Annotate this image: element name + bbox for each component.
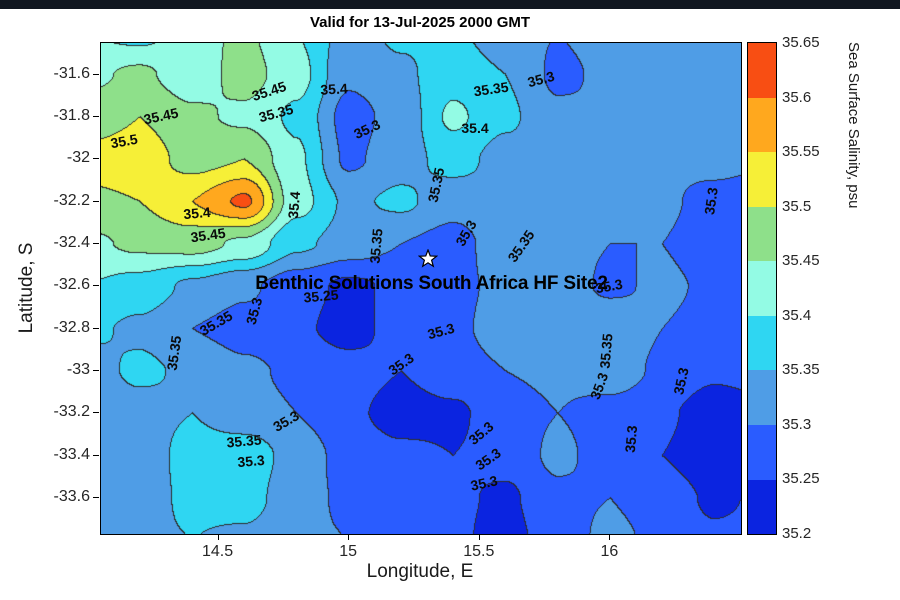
contour-value-label: 35.3 (236, 451, 266, 471)
axis-tick-mark (93, 285, 99, 287)
site-label: Benthic Solutions South Africa HF Site2 (255, 272, 608, 294)
contour-value-label: 35.4 (319, 80, 349, 98)
colorbar-tick-label: 35.4 (782, 306, 812, 324)
y-tick-label: -31.8 (53, 107, 90, 125)
y-tick-label: -32.4 (53, 234, 90, 252)
colorbar-tick-label: 35.3 (782, 415, 812, 433)
axis-tick-mark (93, 158, 99, 160)
axis-tick-mark (93, 370, 99, 372)
x-axis-label: Longitude, E (366, 561, 474, 582)
axis-tick-mark (93, 200, 99, 202)
colorbar-label: Sea Surface Salinity, psu (845, 42, 862, 209)
y-tick-label: -33.2 (53, 403, 90, 421)
contour-value-label: 35.35 (225, 431, 263, 451)
colorbar-segment (748, 261, 776, 316)
site-star-marker (417, 248, 438, 268)
colorbar-segment (748, 43, 776, 98)
window-top-edge (0, 0, 900, 9)
y-tick-label: -32 (66, 149, 90, 167)
axis-tick-mark (93, 412, 99, 414)
x-tick-label: 15 (339, 543, 358, 560)
axis-tick-mark (93, 497, 99, 499)
colorbar-segment (748, 315, 776, 371)
x-tick-label: 14.5 (201, 543, 234, 560)
contour-value-label: 35.4 (182, 203, 212, 223)
colorbar (747, 42, 777, 535)
contour-value-label: 35.4 (461, 120, 489, 136)
colorbar-tick-label: 35.25 (782, 470, 820, 488)
y-tick-label: -32.2 (53, 191, 90, 209)
y-tick-label: -33.6 (53, 488, 90, 506)
contour-value-label: 35.4 (284, 190, 304, 220)
y-tick-label: -32.8 (53, 318, 90, 336)
chart-title: Valid for 13-Jul-2025 2000 GMT (309, 14, 531, 31)
contour-value-label: 35.35 (596, 332, 616, 370)
axis-tick-mark (93, 116, 99, 118)
y-tick-label: -31.6 (53, 64, 90, 82)
y-tick-label: -33 (66, 361, 90, 379)
colorbar-segment (748, 152, 776, 207)
axis-tick-mark (217, 534, 219, 540)
plot-area: Benthic Solutions South Africa HF Site2 … (100, 42, 742, 535)
colorbar-segment (748, 479, 776, 535)
contour-value-label: 35.3 (621, 424, 641, 454)
contour-value-label: 35.3 (701, 186, 721, 216)
axis-tick-mark (93, 327, 99, 329)
colorbar-tick-label: 35.45 (782, 252, 820, 270)
x-tick-label: 16 (600, 543, 619, 560)
axis-tick-mark (609, 534, 611, 540)
axis-tick-mark (93, 73, 99, 75)
colorbar-segment (748, 424, 776, 480)
colorbar-tick-label: 35.35 (782, 361, 820, 379)
axis-tick-mark (93, 454, 99, 456)
contour-canvas (101, 43, 741, 534)
colorbar-tick-label: 35.5 (782, 197, 812, 215)
colorbar-segment (748, 97, 776, 153)
colorbar-tick-label: 35.2 (782, 525, 812, 542)
colorbar-tick-label: 35.55 (782, 143, 820, 161)
colorbar-segment (748, 206, 776, 262)
axis-tick-mark (348, 534, 350, 540)
contour-value-label: 35.25 (302, 286, 340, 306)
colorbar-tick-label: 35.6 (782, 88, 812, 106)
x-tick-label: 15.5 (463, 543, 495, 560)
axis-tick-mark (93, 243, 99, 245)
y-tick-label: -32.6 (53, 276, 90, 294)
y-tick-label: -33.4 (53, 445, 90, 463)
colorbar-segment (748, 370, 776, 425)
colorbar-tick-label: 35.65 (782, 34, 820, 51)
contour-value-label: 35.35 (366, 227, 386, 265)
axis-tick-mark (478, 534, 480, 540)
